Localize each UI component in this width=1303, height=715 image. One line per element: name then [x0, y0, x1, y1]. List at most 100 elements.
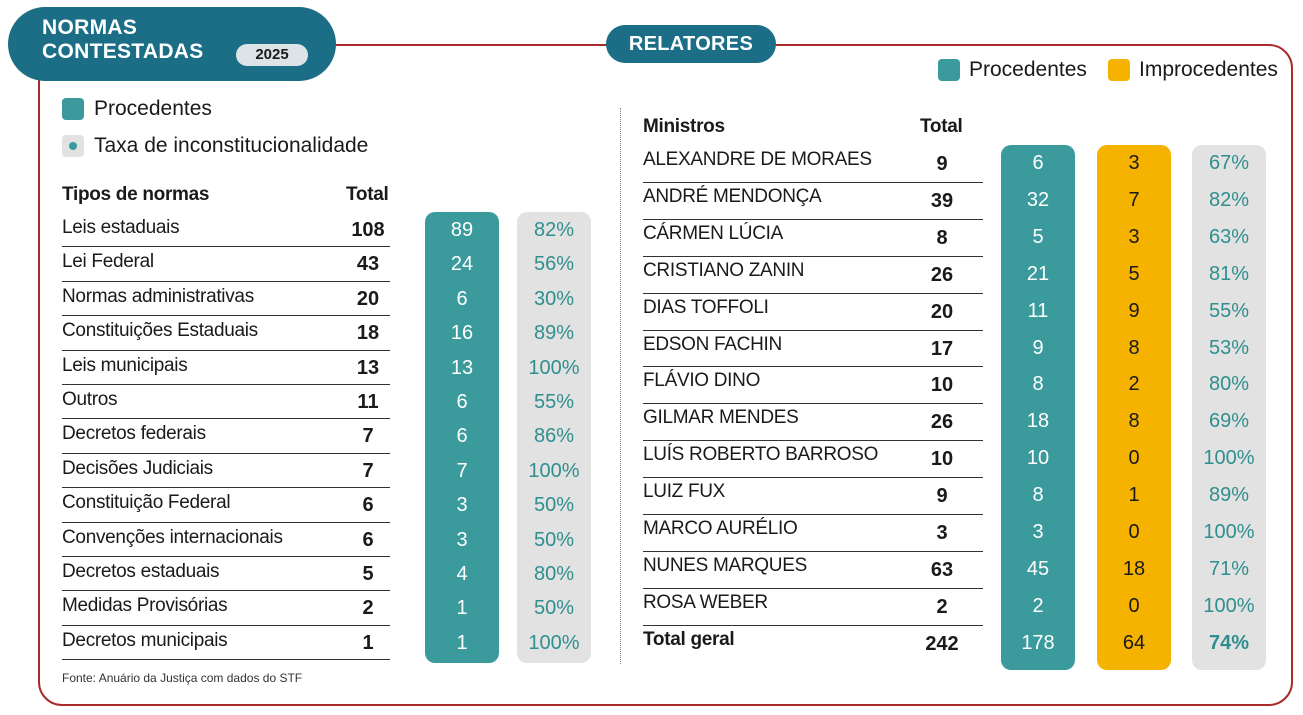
- row-improcedentes: 8: [1128, 336, 1140, 359]
- row-taxa: 74%: [1208, 631, 1250, 654]
- left-title-line2: CONTESTADAS: [42, 40, 204, 63]
- right-title: RELATORES: [606, 25, 776, 63]
- row-total: 9: [936, 153, 948, 175]
- row-procedentes: 3: [1032, 521, 1044, 543]
- source-note: Fonte: Anuário da Justiça com dados do S…: [62, 671, 303, 685]
- row-total: 8: [936, 226, 948, 249]
- row-improcedentes: 8: [1128, 410, 1140, 433]
- row-label: MARCO AURÉLIO: [643, 518, 798, 539]
- row-total: 6: [362, 528, 374, 551]
- row-label: DIAS TOFFOLI: [643, 296, 769, 318]
- row-procedentes: 6: [456, 391, 468, 413]
- row-label: FLÁVIO DINO: [643, 370, 761, 392]
- row-total: 7: [362, 459, 374, 482]
- row-total: 10: [930, 374, 954, 397]
- row-taxa: 81%: [1208, 262, 1250, 285]
- row-procedentes: 3: [456, 494, 468, 517]
- row-taxa: 67%: [1208, 152, 1250, 174]
- row-taxa: 86%: [533, 425, 575, 448]
- row-procedentes: 178: [1021, 631, 1055, 654]
- row-label: CRISTIANO ZANIN: [643, 259, 805, 281]
- right-legend-procedentes: Procedentes: [969, 58, 1087, 81]
- row-procedentes: 89: [450, 219, 474, 241]
- row-divider: [62, 452, 390, 454]
- row-label: Constituição Federal: [62, 492, 231, 514]
- row-taxa: 53%: [1208, 336, 1250, 359]
- row-total: 2: [936, 595, 948, 618]
- row-taxa: 80%: [1208, 373, 1250, 396]
- row-divider: [643, 403, 983, 405]
- row-improcedentes: 18: [1122, 557, 1146, 580]
- row-total: 108: [351, 219, 385, 241]
- row-divider: [62, 349, 390, 351]
- row-divider: [643, 218, 983, 220]
- row-improcedentes: 2: [1128, 373, 1140, 396]
- row-procedentes: 6: [456, 425, 468, 448]
- row-procedentes: 18: [1026, 410, 1050, 433]
- row-taxa: 50%: [533, 597, 575, 620]
- right-legend-improcedentes: Improcedentes: [1139, 58, 1278, 81]
- row-improcedentes: 1: [1128, 484, 1140, 507]
- row-divider: [62, 384, 390, 385]
- row-taxa: 63%: [1208, 225, 1250, 248]
- row-label: NUNES MARQUES: [643, 554, 807, 576]
- row-taxa: 82%: [533, 219, 575, 241]
- left-header-type: Tipos de normas: [62, 184, 210, 205]
- row-procedentes: 9: [1032, 336, 1044, 359]
- row-procedentes: 16: [450, 322, 474, 345]
- row-divider: [643, 624, 983, 626]
- row-procedentes: 1: [456, 631, 468, 654]
- row-total: 26: [930, 263, 954, 286]
- row-divider: [62, 246, 390, 248]
- left-title: NORMAS CONTESTADAS: [42, 16, 204, 64]
- row-divider: [62, 315, 390, 317]
- row-procedentes: 32: [1026, 188, 1050, 211]
- row-taxa: 100%: [528, 459, 580, 482]
- row-improcedentes: 7: [1128, 188, 1140, 211]
- left-legend-taxa: Taxa de inconstitucionalidade: [94, 134, 369, 157]
- row-procedentes: 21: [1026, 262, 1050, 285]
- row-label: GILMAR MENDES: [643, 407, 799, 429]
- row-label: Lei Federal: [62, 251, 154, 273]
- row-divider: [62, 280, 390, 282]
- row-label: Decretos federais: [62, 423, 206, 445]
- row-divider: [643, 440, 983, 442]
- row-taxa: 50%: [533, 528, 575, 551]
- row-label: Decisões Judiciais: [62, 457, 213, 479]
- row-total: 43: [356, 253, 380, 276]
- row-taxa: 100%: [528, 356, 580, 379]
- row-label: Medidas Provisórias: [62, 595, 228, 617]
- row-total: 7: [362, 425, 374, 448]
- row-label: EDSON FACHIN: [643, 333, 782, 355]
- row-taxa: 89%: [1208, 484, 1250, 507]
- row-improcedentes: 3: [1128, 152, 1140, 174]
- gray-dot-square-icon: [62, 135, 84, 157]
- row-label: Decretos municipais: [62, 629, 228, 651]
- row-label: Total geral: [643, 628, 735, 650]
- row-taxa: 30%: [533, 287, 575, 310]
- row-improcedentes: 5: [1128, 262, 1140, 285]
- row-improcedentes: 9: [1128, 299, 1140, 322]
- row-procedentes: 24: [450, 253, 474, 276]
- row-total: 26: [930, 411, 954, 434]
- row-divider: [643, 477, 983, 479]
- row-divider: [643, 366, 983, 368]
- row-procedentes: 8: [1032, 484, 1044, 507]
- row-total: 3: [936, 522, 948, 544]
- teal-square-icon: [938, 59, 960, 81]
- row-label: ROSA WEBER: [643, 591, 768, 613]
- row-total: 2: [362, 597, 374, 620]
- right-header-name: Ministros: [643, 116, 725, 137]
- row-divider: [62, 624, 390, 626]
- row-divider: [62, 556, 390, 557]
- teal-square-icon: [62, 98, 84, 120]
- row-label: Constituições Estaduais: [62, 320, 258, 342]
- year-badge: 2025: [236, 44, 308, 66]
- row-taxa: 71%: [1208, 557, 1250, 580]
- row-divider: [643, 292, 983, 294]
- taxa-column: [1192, 145, 1266, 670]
- row-total: 6: [362, 494, 374, 517]
- row-taxa: 100%: [1203, 447, 1255, 470]
- row-procedentes: 11: [1027, 299, 1049, 322]
- left-legend-procedentes: Procedentes: [94, 97, 212, 120]
